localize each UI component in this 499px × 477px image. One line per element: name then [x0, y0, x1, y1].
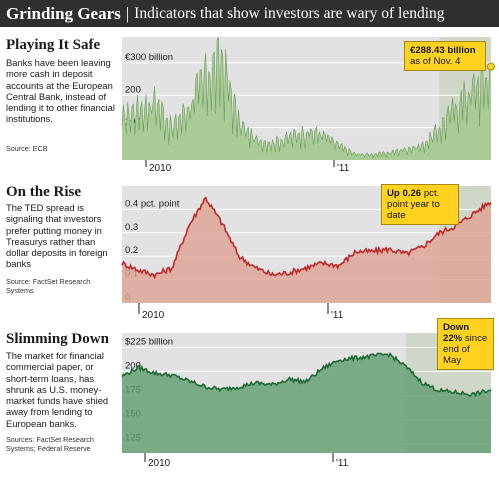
y-tick-label: 0.4 pct. point — [125, 198, 180, 209]
deposit-callout: €288.43 billion as of Nov. 4 — [404, 41, 486, 71]
callout-value: Up 0.26 — [387, 188, 422, 199]
series-area — [122, 37, 491, 160]
series-area — [122, 197, 491, 303]
header-subtitle: Indicators that show investors are wary … — [134, 4, 445, 22]
panel-description: The market for financial commercial pape… — [6, 350, 109, 429]
x-tick-label: '11 — [336, 458, 349, 469]
series-area — [122, 353, 491, 453]
series-line — [121, 36, 492, 159]
x-tick-label: 2010 — [148, 458, 171, 469]
ted-callout: Up 0.26 pct. point year to date — [381, 184, 459, 225]
x-tick-label: 2010 — [149, 163, 172, 174]
panel-description: Banks have been leaving more cash in dep… — [6, 57, 115, 125]
panel-description: The TED spread is signaling that investo… — [6, 202, 108, 270]
callout-value: Down 22% — [443, 322, 470, 344]
callout-text: since end of May — [443, 333, 488, 366]
x-tick-label: '11 — [331, 310, 344, 321]
x-tick-label: '11 — [337, 163, 350, 174]
cp-callout: Down 22% since end of May — [437, 318, 494, 370]
y-tick-label: 0.3 — [125, 222, 138, 233]
panel-title: Slimming Down — [6, 331, 109, 347]
header-separator: | — [125, 3, 130, 23]
y-tick-label: €300 billion — [125, 52, 173, 63]
panel-title: Playing It Safe — [6, 37, 101, 53]
annotation-marker — [487, 62, 495, 71]
series-line — [121, 196, 492, 280]
panel-source: Sources: FactSet Research Systems; Feder… — [6, 435, 94, 453]
series-line — [121, 352, 492, 398]
y-tick-label: $225 billion — [125, 336, 173, 347]
panel-source: Source: ECB — [6, 144, 48, 153]
header-title: Grinding Gears — [6, 3, 121, 23]
y-tick-label: 200 — [125, 84, 141, 95]
panel-source: Source: FactSet Research Systems — [6, 277, 91, 295]
callout-text: as of Nov. 4 — [410, 56, 461, 67]
x-tick-label: 2010 — [142, 310, 165, 321]
header-bar: Grinding Gears | Indicators that show in… — [0, 0, 499, 27]
panel-title: On the Rise — [6, 184, 81, 200]
callout-value: €288.43 billion — [410, 45, 476, 56]
y-tick-label: 0.2 — [125, 245, 138, 256]
callout-text: pct. point year to date — [387, 188, 440, 221]
